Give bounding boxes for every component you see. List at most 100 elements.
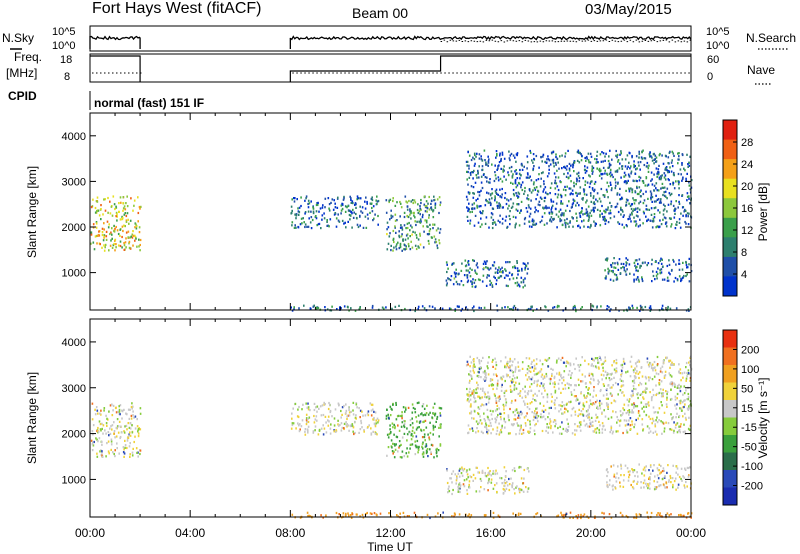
data-cell: [640, 486, 642, 489]
data-cell: [318, 210, 320, 213]
data-cell: [469, 475, 472, 478]
data-cell: [329, 403, 331, 406]
data-cell: [484, 514, 486, 517]
data-cell: [529, 207, 532, 210]
data-cell: [607, 159, 610, 163]
data-cell: [592, 402, 595, 405]
data-cell: [507, 274, 509, 277]
data-cell: [512, 266, 514, 269]
data-cell: [476, 204, 478, 207]
data-cell: [402, 238, 404, 241]
data-cell: [509, 308, 511, 311]
data-cell: [549, 163, 552, 166]
data-cell: [564, 226, 567, 229]
data-cell: [553, 401, 556, 405]
data-cell: [616, 193, 618, 196]
data-cell: [552, 161, 555, 164]
data-cell: [500, 167, 502, 170]
data-cell: [125, 412, 127, 415]
data-cell: [580, 153, 582, 156]
data-cell: [627, 470, 630, 473]
data-cell: [311, 218, 314, 222]
data-cell: [105, 422, 108, 425]
data-cell: [390, 244, 392, 247]
data-cell: [469, 355, 471, 358]
data-cell: [686, 407, 689, 410]
data-cell: [629, 417, 632, 420]
data-cell: [608, 513, 611, 516]
data-cell: [355, 206, 357, 209]
data-cell: [500, 389, 503, 392]
data-cell: [450, 275, 453, 278]
data-cell: [409, 424, 412, 427]
data-cell: [429, 421, 431, 424]
data-cell: [642, 396, 644, 399]
data-cell: [494, 421, 497, 424]
data-cell: [367, 425, 369, 429]
data-cell: [293, 308, 295, 311]
data-cell: [358, 431, 360, 434]
data-cell: [620, 262, 623, 265]
data-cell: [137, 211, 140, 215]
data-cell: [412, 406, 415, 410]
data-cell: [104, 429, 106, 432]
data-cell: [609, 278, 612, 281]
data-cell: [633, 280, 635, 283]
data-cell: [356, 217, 358, 220]
data-cell: [609, 201, 611, 204]
data-cell: [615, 274, 618, 277]
data-cell: [653, 464, 655, 467]
data-cell: [659, 370, 662, 373]
data-cell: [528, 225, 531, 228]
data-cell: [682, 261, 684, 264]
data-cell: [506, 364, 509, 367]
data-cell: [438, 435, 440, 438]
data-cell: [391, 215, 394, 218]
data-cell: [496, 204, 499, 207]
data-cell: [424, 439, 426, 442]
data-cell: [662, 186, 664, 189]
data-cell: [553, 381, 556, 384]
data-cell: [584, 156, 586, 160]
data-cell: [522, 428, 525, 432]
data-cell: [451, 481, 453, 484]
data-cell: [664, 195, 667, 198]
data-cell: [554, 207, 557, 210]
data-cell: [327, 424, 330, 427]
data-cell: [468, 263, 470, 266]
data-cell: [395, 401, 397, 405]
data-cell: [644, 389, 646, 392]
data-cell: [433, 456, 435, 459]
data-cell: [573, 185, 575, 188]
data-cell: [502, 403, 505, 406]
data-cell: [502, 206, 504, 209]
data-cell: [422, 441, 424, 444]
data-cell: [464, 259, 467, 262]
data-cell: [473, 224, 476, 227]
data-cell: [536, 372, 539, 375]
data-cell: [589, 175, 591, 178]
data-cell: [472, 429, 474, 432]
data-cell: [621, 369, 623, 372]
data-cell: [638, 208, 641, 211]
data-cell: [484, 261, 487, 264]
data-cell: [522, 278, 525, 282]
data-cell: [509, 210, 511, 213]
data-cell: [410, 217, 412, 220]
data-cell: [497, 193, 499, 196]
data-cell: [370, 202, 373, 205]
data-cell: [632, 369, 635, 372]
data-cell: [576, 180, 578, 183]
data-cell: [364, 200, 366, 203]
data-cell: [486, 415, 489, 418]
data-cell: [576, 194, 578, 197]
data-cell: [595, 416, 598, 419]
data-cell: [517, 269, 519, 273]
data-cell: [545, 161, 548, 164]
data-cell: [662, 483, 665, 486]
data-cell: [576, 201, 579, 204]
data-cell: [472, 479, 474, 482]
data-cell: [502, 375, 504, 378]
data-cell: [616, 421, 618, 424]
data-cell: [566, 165, 568, 168]
